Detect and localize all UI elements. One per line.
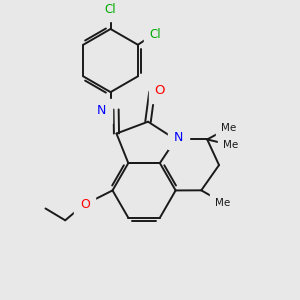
Text: O: O [80,198,90,211]
Text: N: N [97,104,106,117]
Text: Cl: Cl [149,28,161,40]
Text: Cl: Cl [105,3,116,16]
Text: Me: Me [223,140,238,150]
Text: Me: Me [221,123,236,133]
Text: N: N [174,131,183,144]
Text: O: O [154,84,165,98]
Text: Me: Me [215,198,231,208]
